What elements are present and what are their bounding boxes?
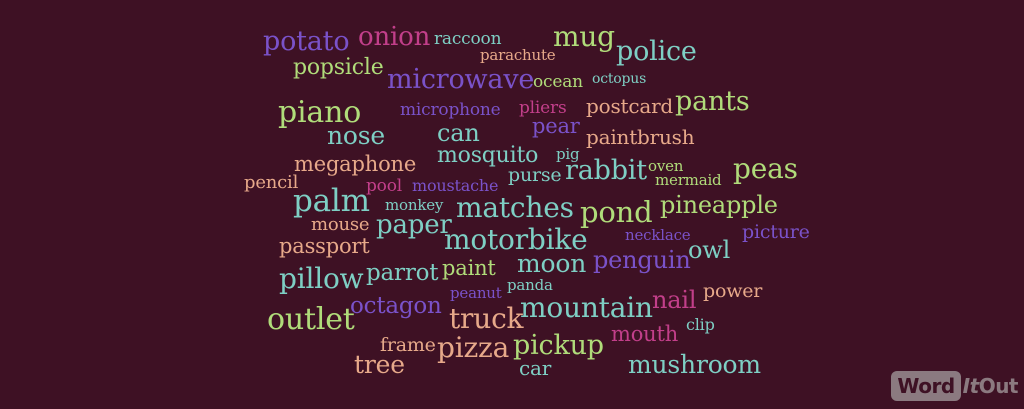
word: monkey bbox=[385, 196, 444, 214]
word: pizza bbox=[437, 331, 510, 364]
word: clip bbox=[686, 315, 715, 334]
word: peanut bbox=[450, 284, 502, 302]
word: paintbrush bbox=[586, 125, 695, 149]
word: pineapple bbox=[660, 191, 778, 219]
word: mouse bbox=[311, 214, 370, 235]
word: panda bbox=[507, 276, 553, 294]
word: moon bbox=[517, 249, 587, 278]
word: car bbox=[519, 356, 552, 380]
word: necklace bbox=[625, 226, 691, 244]
word: parachute bbox=[480, 46, 556, 64]
wordle-logo: Word It Out bbox=[891, 369, 1019, 403]
word: matches bbox=[456, 191, 574, 224]
word: nail bbox=[652, 286, 697, 314]
word: peas bbox=[733, 152, 798, 185]
word: pool bbox=[366, 176, 402, 196]
word: mermaid bbox=[655, 171, 722, 189]
logo-it: It bbox=[962, 374, 980, 398]
word: microwave bbox=[387, 64, 535, 95]
word: raccoon bbox=[434, 29, 502, 49]
word: postcard bbox=[586, 94, 674, 118]
word: octopus bbox=[592, 71, 647, 87]
word: pig bbox=[556, 145, 580, 163]
word: police bbox=[616, 36, 697, 67]
word: microphone bbox=[400, 100, 501, 120]
word: mountain bbox=[520, 291, 653, 324]
word: pickup bbox=[513, 330, 604, 361]
word: mouth bbox=[611, 322, 679, 346]
word: megaphone bbox=[294, 152, 417, 176]
word: paper bbox=[376, 210, 452, 240]
word: truck bbox=[449, 302, 524, 335]
word: outlet bbox=[267, 302, 355, 337]
logo-word: Word bbox=[891, 371, 961, 401]
word: pillow bbox=[279, 262, 364, 295]
word: piano bbox=[278, 95, 362, 130]
word: passport bbox=[279, 234, 370, 258]
word: octagon bbox=[350, 293, 442, 319]
word: oven bbox=[648, 157, 684, 175]
word: pants bbox=[675, 86, 750, 117]
word: moustache bbox=[412, 176, 499, 195]
word: can bbox=[437, 119, 480, 147]
word: onion bbox=[358, 22, 431, 52]
word: power bbox=[703, 280, 763, 302]
word: pear bbox=[532, 114, 580, 138]
logo-out: Out bbox=[978, 374, 1019, 398]
word: palm bbox=[293, 183, 370, 219]
word: ocean bbox=[533, 72, 583, 92]
word: parrot bbox=[366, 260, 439, 286]
word: owl bbox=[688, 236, 731, 264]
word: mosquito bbox=[437, 143, 539, 168]
word: mushroom bbox=[628, 350, 761, 379]
word: paint bbox=[442, 256, 496, 280]
word: mug bbox=[553, 20, 615, 53]
word: penguin bbox=[593, 246, 691, 274]
word: pencil bbox=[244, 172, 299, 193]
word: popsicle bbox=[293, 55, 384, 80]
word: frame bbox=[380, 334, 436, 356]
word: pond bbox=[580, 195, 653, 229]
word: tree bbox=[354, 350, 405, 379]
word: potato bbox=[263, 26, 350, 57]
word: nose bbox=[327, 121, 385, 150]
word: motorbike bbox=[444, 223, 588, 256]
word: picture bbox=[742, 221, 810, 243]
word: rabbit bbox=[565, 155, 647, 186]
word: purse bbox=[508, 164, 562, 186]
word: pliers bbox=[519, 98, 567, 118]
